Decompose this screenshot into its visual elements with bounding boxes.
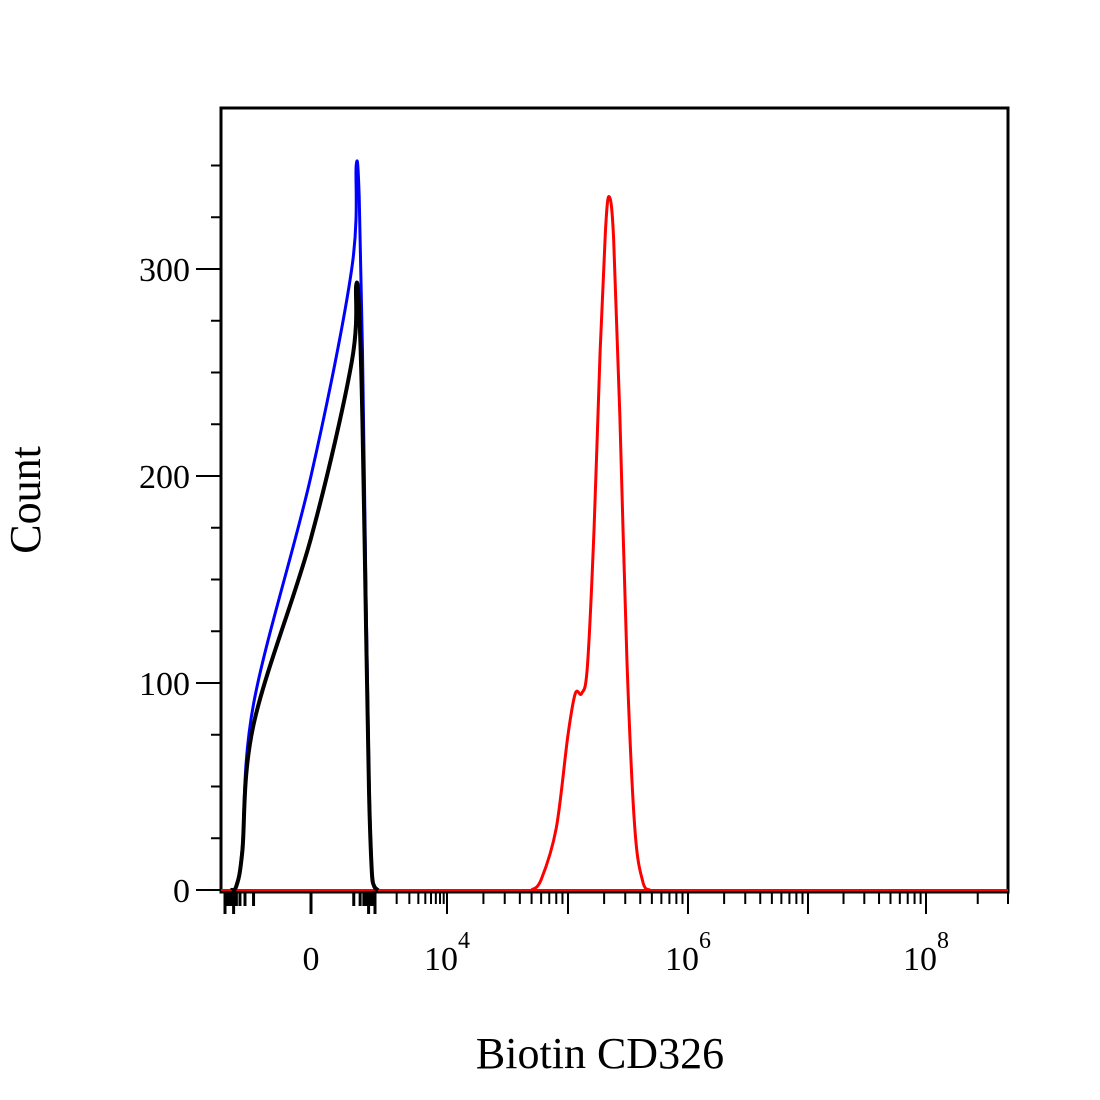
y-tick-label: 100 <box>139 666 190 703</box>
plot-frame <box>219 106 1010 894</box>
y-tick-label: 200 <box>139 459 190 496</box>
x-axis-title: Biotin CD326 <box>476 1029 724 1078</box>
series-line-0 <box>230 159 380 892</box>
series-line-2 <box>530 195 651 892</box>
y-tick-label: 0 <box>173 873 190 910</box>
x-tick-label: 0 <box>303 941 320 978</box>
series-layer <box>221 159 1008 893</box>
y-axis: 0 100 200 300 <box>139 164 221 910</box>
x-tick-label: 104 <box>424 928 470 978</box>
series-line-1 <box>230 280 380 893</box>
x-tick-label: 106 <box>665 928 711 978</box>
y-axis-title: Count <box>1 446 50 554</box>
y-tick-label: 300 <box>139 252 190 289</box>
x-tick-label: 108 <box>903 928 949 978</box>
x-axis: 0 104 106 108 <box>223 892 1009 978</box>
